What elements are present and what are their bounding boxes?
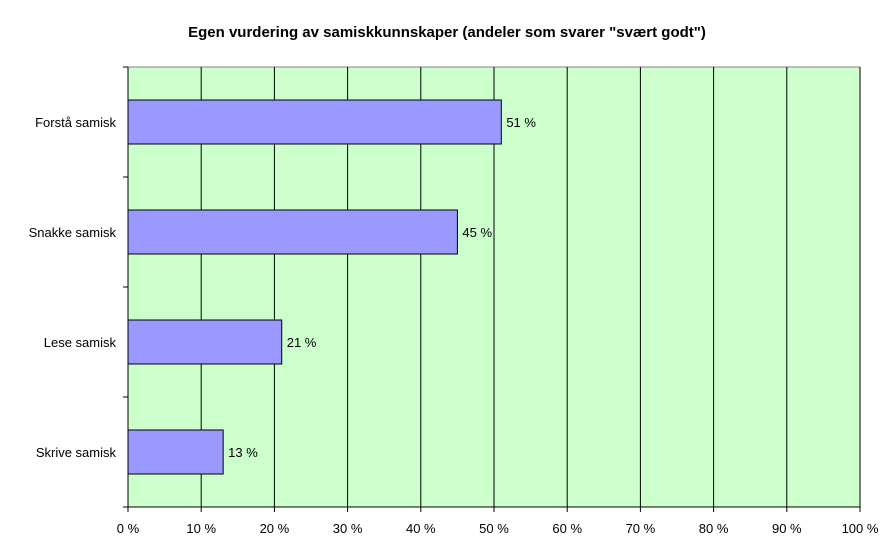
axes xyxy=(123,66,861,512)
x-tick-label: 0 % xyxy=(117,521,140,536)
x-tick-label: 20 % xyxy=(260,521,290,536)
bar xyxy=(127,209,458,255)
x-tick-label: 100 % xyxy=(842,521,879,536)
x-tick-label: 90 % xyxy=(772,521,802,536)
data-label: 51 % xyxy=(506,115,536,130)
category-label: Snakke samisk xyxy=(29,225,117,240)
x-tick-label: 70 % xyxy=(626,521,656,536)
category-label: Skrive samisk xyxy=(36,445,117,460)
x-tick-label: 60 % xyxy=(552,521,582,536)
category-label: Lese samisk xyxy=(44,335,117,350)
x-tick-label: 30 % xyxy=(333,521,363,536)
bar xyxy=(127,429,224,475)
tick-labels: 0 % 10 % 20 % 30 % 40 % 50 % 60 % 70 % 80 % 90 % 1… xyxy=(117,521,879,536)
x-tick-label: 10 % xyxy=(186,521,216,536)
data-labels: 51 % 45 % 21 % 13 % xyxy=(228,115,536,460)
x-tick-label: 50 % xyxy=(479,521,509,536)
x-tick-label: 80 % xyxy=(699,521,729,536)
data-label: 45 % xyxy=(462,225,492,240)
x-tick-label: 40 % xyxy=(406,521,436,536)
bar xyxy=(127,99,502,145)
bars xyxy=(127,99,502,475)
chart-title: Egen vurdering av samiskkunnskaper (ande… xyxy=(188,24,706,41)
bar xyxy=(127,319,283,365)
data-label: 21 % xyxy=(287,335,317,350)
category-labels: Forstå samisk Snakke samisk Lese samisk Skr… xyxy=(29,115,117,460)
data-label: 13 % xyxy=(228,445,258,460)
category-label: Forstå samisk xyxy=(35,115,116,130)
